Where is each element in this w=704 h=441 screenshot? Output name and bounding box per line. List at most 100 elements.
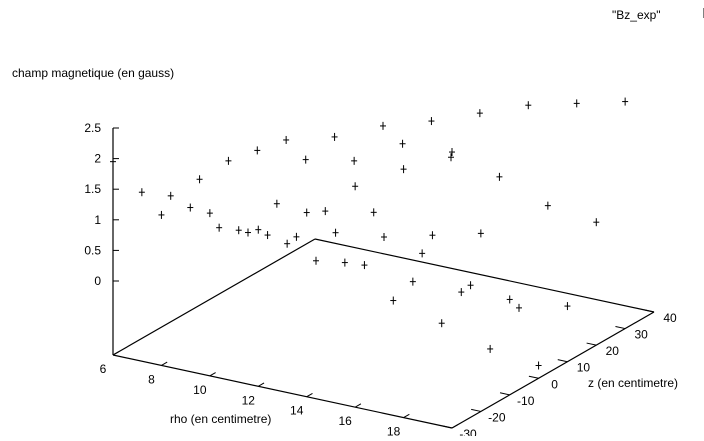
z-axis-label: champ magnetique (en gauss) xyxy=(12,66,174,80)
data-point xyxy=(341,258,348,267)
data-point xyxy=(206,209,213,218)
z-tick-label: 2 xyxy=(94,152,101,166)
x-tick xyxy=(112,351,120,356)
x-tick-label: 18 xyxy=(387,425,401,436)
data-point xyxy=(400,165,407,174)
x-tick xyxy=(354,403,362,408)
y-tick xyxy=(471,408,481,412)
x-axis-line xyxy=(112,354,453,429)
data-point xyxy=(254,146,261,155)
y-tick-label: 0 xyxy=(551,377,558,391)
y-tick-label: -20 xyxy=(488,410,506,424)
x-tick-label: 16 xyxy=(338,414,352,428)
data-point xyxy=(313,256,319,265)
data-point xyxy=(255,225,262,234)
data-point xyxy=(284,239,291,248)
x-tick xyxy=(209,372,216,377)
data-point xyxy=(390,296,397,305)
y-tick-label: 10 xyxy=(577,361,591,375)
data-point xyxy=(322,207,329,216)
data-point xyxy=(535,361,542,370)
data-point xyxy=(496,172,503,181)
data-point xyxy=(245,228,251,237)
data-point xyxy=(361,261,368,270)
x-tick xyxy=(451,424,459,429)
data-point xyxy=(622,97,629,106)
data-point xyxy=(573,99,580,108)
data-point xyxy=(187,203,194,212)
y-axis-line xyxy=(451,311,655,429)
data-point xyxy=(351,156,358,165)
y-tick xyxy=(557,359,568,363)
data-point xyxy=(506,295,513,304)
data-point xyxy=(110,157,116,166)
y-tick-label: 20 xyxy=(606,344,620,358)
data-point xyxy=(477,229,484,238)
data-point xyxy=(138,188,145,197)
y-tick xyxy=(644,309,655,313)
x-tick xyxy=(403,413,410,419)
floor-edge-back xyxy=(314,238,655,313)
data-point xyxy=(380,121,386,130)
data-point xyxy=(448,153,454,162)
data-point xyxy=(381,233,387,242)
axes-group: 00.511.522.568101214161820-30-20-1001020… xyxy=(84,121,677,441)
data-point xyxy=(428,117,435,126)
y-tick-label: -10 xyxy=(517,394,535,408)
z-tick-label: 0.5 xyxy=(84,243,101,257)
z-tick-label: 1.5 xyxy=(84,182,101,196)
legend-label: "Bz_exp" xyxy=(612,8,661,22)
x-tick-label: 10 xyxy=(193,383,207,397)
x-tick-label: 6 xyxy=(100,362,107,376)
data-point xyxy=(409,277,416,286)
data-point xyxy=(419,249,426,258)
data-point xyxy=(196,175,203,184)
data-point xyxy=(331,132,338,141)
data-point xyxy=(525,101,532,110)
data-points-group xyxy=(110,97,629,370)
z-tick-label: 1 xyxy=(94,213,101,227)
y-tick-label: 40 xyxy=(663,311,677,325)
data-point xyxy=(476,109,483,118)
y-tick xyxy=(615,325,626,330)
x-axis-label: rho (en centimetre) xyxy=(170,412,271,426)
data-point xyxy=(352,182,359,191)
y-axis-label: z (en centimetre) xyxy=(588,376,678,390)
data-point xyxy=(283,135,290,144)
data-point xyxy=(225,156,232,165)
x-tick xyxy=(306,392,313,398)
data-point xyxy=(564,302,571,311)
data-point xyxy=(438,319,445,328)
data-point xyxy=(487,344,494,353)
y-tick-label: 30 xyxy=(634,328,648,342)
data-point xyxy=(370,208,377,217)
data-point xyxy=(158,210,165,219)
y-tick xyxy=(499,392,510,396)
data-point xyxy=(216,223,223,232)
data-point xyxy=(303,208,310,217)
z-tick-label: 2.5 xyxy=(84,121,101,135)
x-tick xyxy=(258,382,265,387)
data-point xyxy=(399,139,406,148)
data-point xyxy=(293,232,300,241)
data-point xyxy=(593,218,600,227)
x-tick-label: 14 xyxy=(290,404,304,418)
y-tick xyxy=(586,342,597,346)
x-tick-label: 12 xyxy=(242,393,256,407)
x-tick xyxy=(161,361,168,366)
data-point xyxy=(467,281,474,290)
y-tick xyxy=(442,425,453,429)
data-point xyxy=(429,231,436,240)
data-point xyxy=(544,201,551,210)
data-point xyxy=(167,191,174,200)
data-point xyxy=(458,288,465,297)
floor-edge-back-left xyxy=(112,238,316,356)
x-tick-label: 8 xyxy=(148,372,155,386)
data-point xyxy=(235,226,242,235)
data-point xyxy=(273,199,280,208)
data-point xyxy=(449,148,455,157)
data-point xyxy=(516,303,522,312)
y-tick xyxy=(528,375,539,379)
